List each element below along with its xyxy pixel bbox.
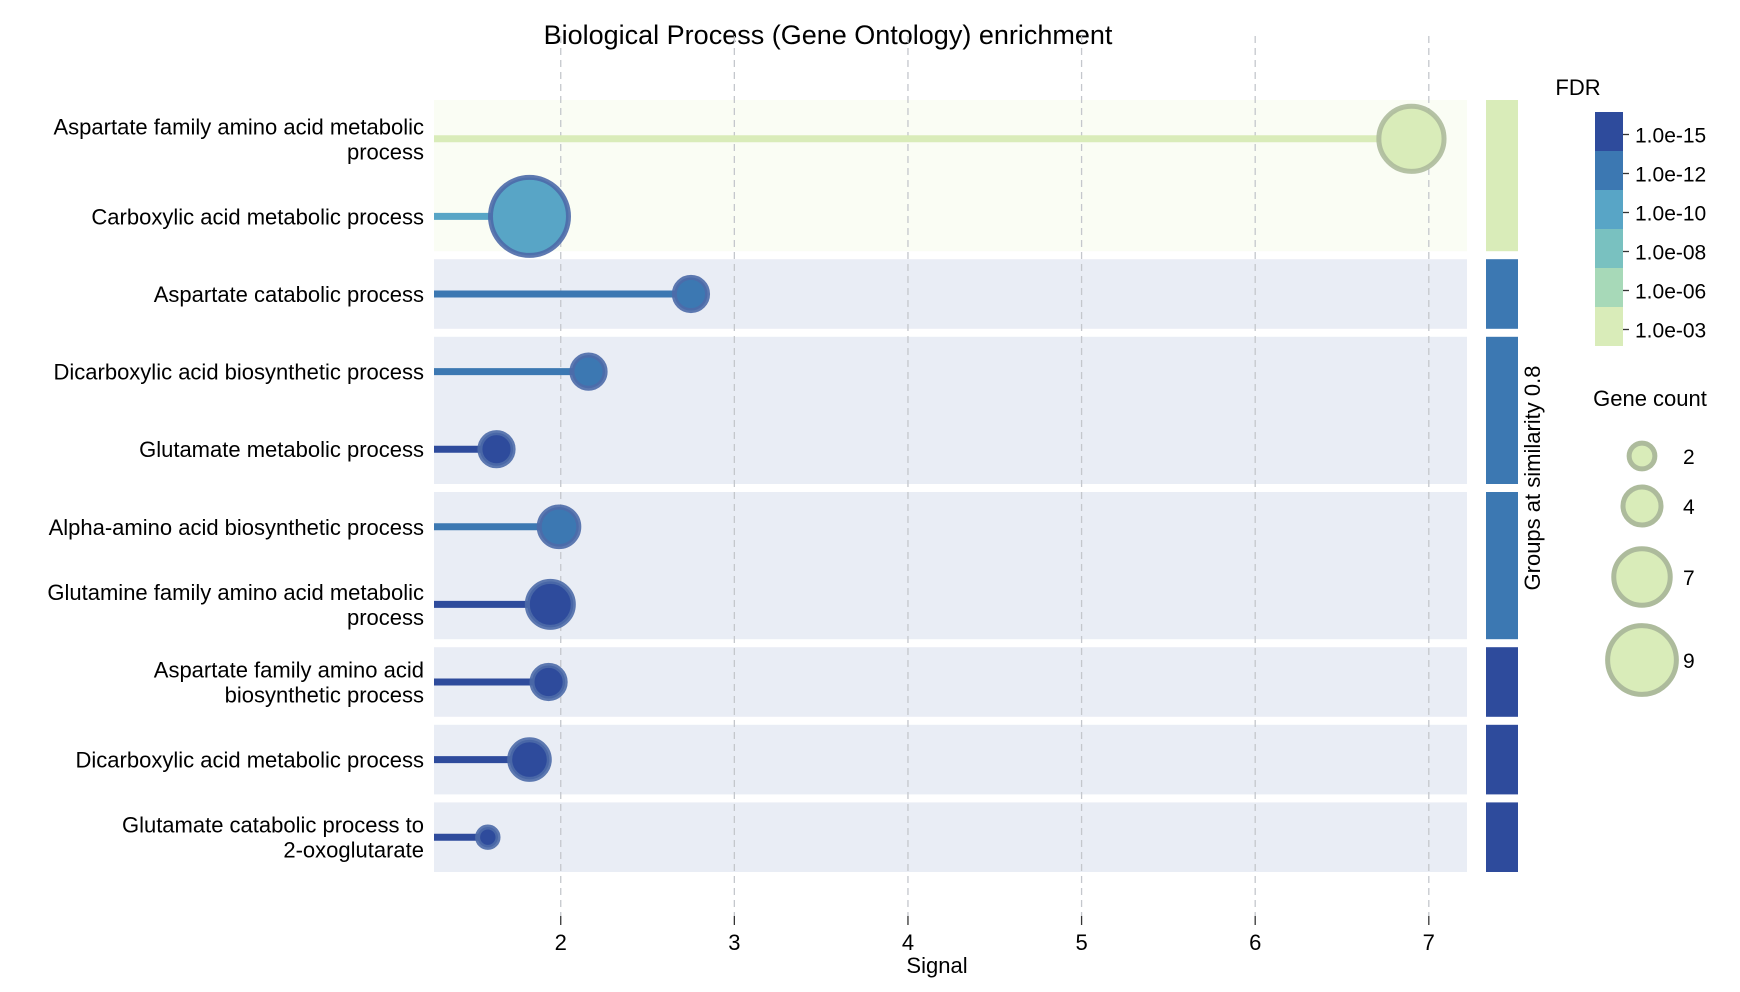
category-label: Glutamate metabolic process — [139, 437, 424, 462]
gene-count-legend-label: 2 — [1683, 446, 1695, 469]
x-tick-label: 3 — [728, 930, 740, 955]
category-label: Aspartate family amino acid metabolic — [54, 114, 425, 139]
lollipop-marker — [524, 578, 576, 630]
group-background — [434, 336, 1467, 484]
gene-count-legend: Gene count 2 4 7 9 — [1593, 386, 1707, 697]
fdr-legend-label: 1.0e-15 — [1635, 125, 1706, 148]
x-tick-label: 4 — [902, 930, 914, 955]
gene-count-legend-marker — [1626, 440, 1658, 472]
fdr-legend-swatch — [1595, 229, 1623, 268]
category-label: Glutamine family amino acid metabolic — [47, 580, 424, 605]
category-label: Aspartate catabolic process — [154, 282, 424, 307]
category-label: Carboxylic acid metabolic process — [91, 204, 424, 229]
gene-count-legend-label: 4 — [1683, 496, 1695, 519]
gene-count-legend-marker — [1620, 484, 1664, 528]
group-color-bar — [1486, 100, 1518, 252]
fdr-legend-swatch — [1595, 151, 1623, 190]
category-label: Aspartate family amino acid — [154, 658, 424, 683]
group-color-bar — [1486, 802, 1518, 872]
lollipop-marks — [434, 103, 1447, 850]
category-label: biosynthetic process — [225, 683, 424, 708]
x-tick-label: 5 — [1075, 930, 1087, 955]
fdr-legend-swatch — [1595, 307, 1623, 346]
fdr-legend-title: FDR — [1555, 75, 1600, 100]
lollipop-marker — [507, 737, 552, 782]
group-background — [434, 492, 1467, 640]
grid-lines — [560, 36, 1430, 916]
lollipop-marker — [671, 274, 711, 314]
category-label: process — [347, 605, 424, 630]
group-color-bar — [1486, 724, 1518, 795]
x-axis: 2 3 4 5 6 7 — [555, 916, 1435, 955]
lollipop-marker — [529, 662, 568, 702]
group-background — [434, 647, 1467, 717]
fdr-legend-label: 1.0e-12 — [1635, 164, 1706, 187]
category-label: Dicarboxylic acid metabolic process — [76, 748, 424, 773]
fdr-legend: FDR 1.0e-15 1.0e-12 1.0e-10 1.0e-08 1.0e-06 1… — [1555, 75, 1706, 346]
category-label: 2-oxoglutarate — [283, 838, 424, 863]
x-tick-label: 6 — [1249, 930, 1261, 955]
fdr-legend-swatch — [1595, 268, 1623, 307]
lollipop-marker — [569, 352, 608, 391]
group-backgrounds — [434, 100, 1467, 872]
lollipop-marker — [477, 430, 516, 469]
gene-count-legend-label: 7 — [1683, 567, 1695, 590]
gene-count-legend-label: 9 — [1683, 650, 1695, 673]
x-axis-label: Signal — [906, 953, 967, 978]
category-labels: Aspartate family amino acid metabolicpro… — [47, 114, 424, 862]
category-label: Glutamate catabolic process to — [122, 813, 424, 838]
x-tick-label: 2 — [555, 930, 567, 955]
x-tick-label: 7 — [1423, 930, 1435, 955]
category-label: Alpha-amino acid biosynthetic process — [49, 515, 424, 540]
gene-count-legend-marker — [1611, 546, 1673, 608]
lollipop-marker — [536, 504, 582, 550]
group-color-bar — [1486, 492, 1518, 640]
group-background — [434, 100, 1467, 252]
fdr-legend-label: 1.0e-03 — [1635, 320, 1706, 343]
group-color-bar — [1486, 259, 1518, 329]
group-color-bar — [1486, 336, 1518, 484]
lollipop-marker — [475, 824, 501, 850]
lollipop-marker — [487, 174, 571, 258]
fdr-legend-label: 1.0e-10 — [1635, 203, 1706, 226]
gene-count-legend-title: Gene count — [1593, 386, 1707, 411]
group-background — [434, 724, 1467, 795]
chart-title: Biological Process (Gene Ontology) enric… — [544, 20, 1113, 50]
group-axis-label: Groups at similarity 0.8 — [1520, 366, 1545, 591]
fdr-legend-swatch — [1595, 112, 1623, 151]
group-color-bar — [1486, 647, 1518, 717]
gene-count-legend-marker — [1605, 623, 1679, 697]
group-background — [434, 802, 1467, 872]
fdr-legend-label: 1.0e-08 — [1635, 242, 1706, 265]
category-label: Dicarboxylic acid biosynthetic process — [54, 360, 425, 385]
lollipop-marker — [1376, 103, 1447, 174]
category-label: process — [347, 139, 424, 164]
fdr-legend-label: 1.0e-06 — [1635, 281, 1706, 304]
group-color-bars — [1486, 100, 1518, 872]
fdr-legend-swatch — [1595, 190, 1623, 229]
